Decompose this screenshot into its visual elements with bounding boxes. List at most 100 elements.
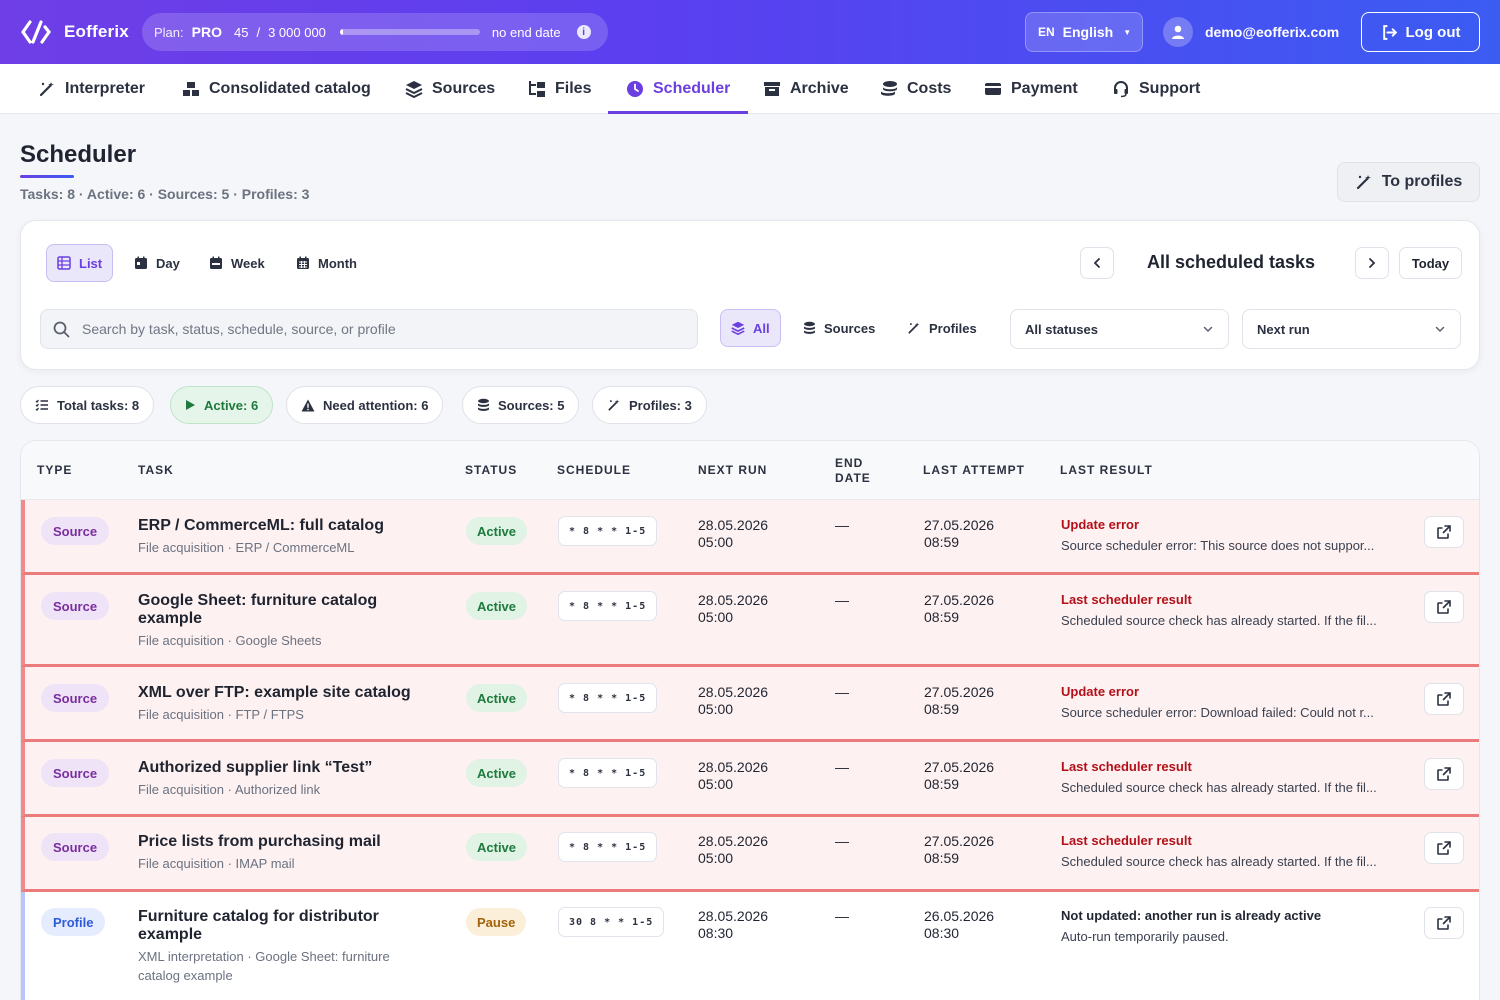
external-link-icon [1437,916,1451,930]
next-run-time: 08:30 [698,925,734,941]
nav-label: Files [555,80,592,97]
last-attempt-date: 27.05.2026 [924,592,995,608]
column-header-task[interactable]: TASK [138,463,174,477]
task-title[interactable]: Google Sheet: furniture catalog example [138,592,378,627]
task-title[interactable]: ERP / CommerceML: full catalog [138,517,384,534]
open-task-button[interactable] [1424,683,1464,715]
chip-sources[interactable]: Sources: 5 [462,386,580,424]
column-header-status[interactable]: STATUS [465,463,518,477]
headset-icon [1114,81,1128,98]
nav-item-payment[interactable]: Payment [984,64,1078,114]
nav-item-costs[interactable]: Costs [880,64,951,114]
info-icon[interactable]: i [576,25,591,39]
result-title: Not updated: another run is already acti… [1061,908,1322,923]
view-month-button[interactable]: Month [286,244,367,282]
column-header-end-date[interactable]: END DATE [835,455,871,485]
search-input[interactable] [82,321,672,337]
end-date: — [835,833,849,849]
nav-item-consolidated-catalog[interactable]: Consolidated catalog [182,64,371,114]
database-icon [478,398,489,411]
chip-need-attention[interactable]: Need attention: 6 [286,386,444,424]
nav-item-archive[interactable]: Archive [763,64,849,114]
task-title[interactable]: Furniture catalog for distributor exampl… [138,908,379,943]
table-row[interactable]: Profile Furniture catalog for distributo… [21,892,1479,1000]
chip-label: Total tasks: 8 [57,397,140,413]
scope-all-button[interactable]: All [720,309,781,347]
table-row[interactable]: Source Price lists from purchasing mail … [21,817,1479,892]
end-date: — [835,908,849,924]
status-select[interactable]: All statuses [1010,309,1229,349]
layers-icon [731,321,745,335]
column-header-type[interactable]: TYPE [37,463,73,477]
status-badge: Pause [466,908,527,936]
nav-item-interpreter[interactable]: Interpreter [38,64,145,114]
plan-used: 45 [233,24,249,40]
table-row[interactable]: Source ERP / CommerceML: full catalog Fi… [21,500,1479,575]
warning-icon [301,399,315,411]
view-label: Month [318,255,357,271]
column-header-last-attempt[interactable]: LAST ATTEMPT [923,463,1025,477]
chip-active[interactable]: Active: 6 [170,386,274,424]
nav-item-sources[interactable]: Sources [405,64,495,114]
nav-item-support[interactable]: Support [1112,64,1200,114]
nav-item-scheduler[interactable]: Scheduler [607,64,749,114]
sort-select[interactable]: Next run [1242,309,1461,349]
nav-label: Payment [1011,80,1078,97]
next-run-date: 28.05.2026 [698,759,769,775]
user-menu[interactable]: demo@eofferix.com [1163,17,1339,47]
result-text: Auto-run temporarily paused. [1061,929,1229,944]
last-attempt-time: 08:59 [924,609,960,625]
cron-schedule: * 8 * * 1-5 [558,516,658,546]
search-icon [53,321,70,337]
column-header-next-run[interactable]: NEXT RUN [698,463,768,477]
magic-wand-icon [908,322,920,334]
task-title[interactable]: Authorized supplier link “Test” [138,759,373,776]
table-row[interactable]: Source Authorized supplier link “Test” F… [21,742,1479,817]
chip-total-tasks[interactable]: Total tasks: 8 [20,386,155,424]
credit-card-icon [985,83,1001,95]
open-task-button[interactable] [1424,516,1464,548]
nav-label: Costs [907,80,952,97]
table-row[interactable]: Source XML over FTP: example site catalo… [21,667,1479,742]
next-run-time: 05:00 [698,776,734,792]
open-task-button[interactable] [1424,591,1464,623]
nav-label: Support [1139,80,1201,97]
plan-total: 3 000 000 [268,24,326,40]
plan-separator: / [256,24,261,40]
scope-sources-button[interactable]: Sources [793,309,885,347]
language-selector[interactable]: EN English ▼ [1025,12,1143,52]
magic-wand-icon [608,399,620,411]
end-date: — [835,759,849,775]
calendar-day-icon [135,256,147,269]
next-run-date: 28.05.2026 [698,592,769,608]
result-title: Update error [1061,517,1140,532]
column-header-last-result[interactable]: LAST RESULT [1060,463,1153,477]
brand[interactable]: Eofferix [20,18,129,46]
view-day-button[interactable]: Day [124,244,190,282]
title-underline [20,175,74,178]
today-button[interactable]: Today [1399,247,1462,279]
task-title[interactable]: XML over FTP: example site catalog [138,684,411,701]
task-title[interactable]: Price lists from purchasing mail [138,833,381,850]
type-badge: Source [41,684,110,712]
table-row[interactable]: Source Google Sheet: furniture catalog e… [21,575,1479,667]
prev-range-button[interactable] [1080,247,1114,279]
next-run-time: 05:00 [698,534,734,550]
scope-profiles-button[interactable]: Profiles [897,309,987,347]
to-profiles-button[interactable]: To profiles [1337,162,1480,202]
last-attempt-time: 08:59 [924,701,960,717]
end-date: — [835,517,849,533]
scope-label: Sources [824,320,876,336]
open-task-button[interactable] [1424,832,1464,864]
nav-item-files[interactable]: Files [528,64,591,114]
view-week-button[interactable]: Week [199,244,275,282]
open-task-button[interactable] [1424,758,1464,790]
task-subtitle: File acquisition · Authorized link [138,782,321,797]
logout-button[interactable]: Log out [1361,12,1480,52]
next-range-button[interactable] [1355,247,1389,279]
chip-profiles[interactable]: Profiles: 3 [592,386,707,424]
last-attempt-time: 08:59 [924,776,960,792]
column-header-schedule[interactable]: SCHEDULE [557,463,632,477]
view-list-button[interactable]: List [46,244,114,282]
open-task-button[interactable] [1424,907,1464,939]
